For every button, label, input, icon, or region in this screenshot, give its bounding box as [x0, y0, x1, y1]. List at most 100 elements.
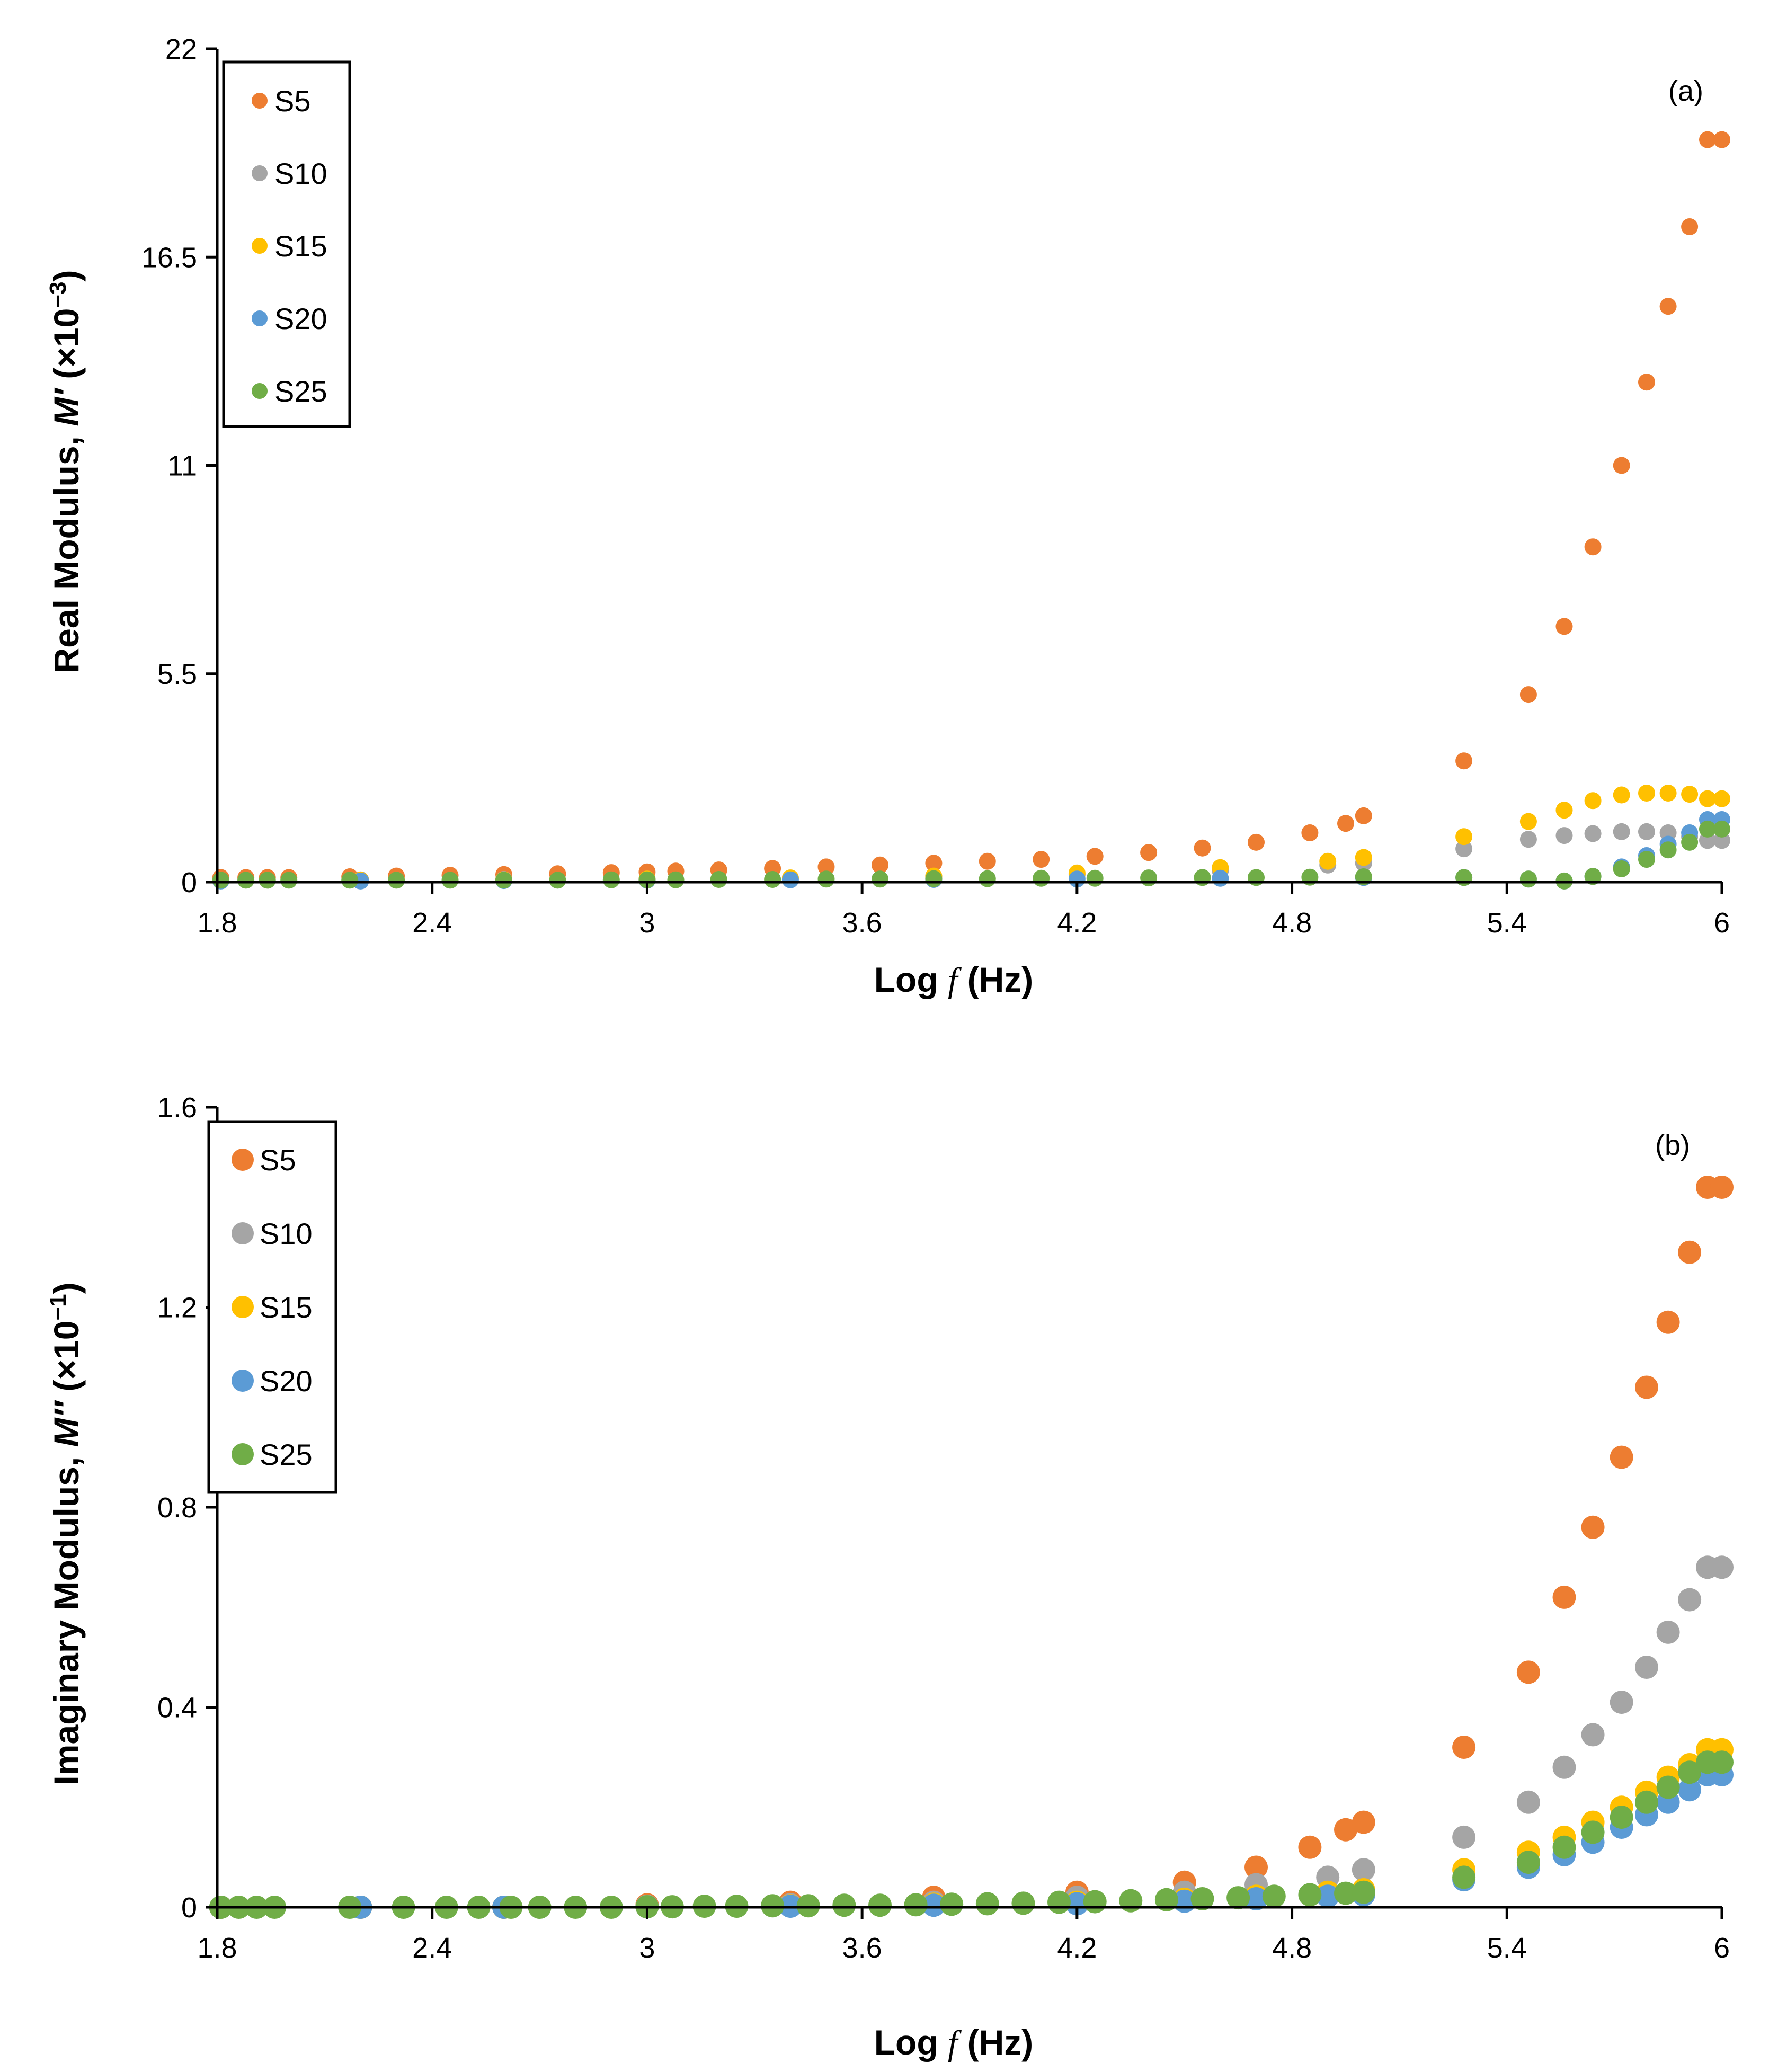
panel-a-legend: S5 S10 S15 S20 S25 — [222, 60, 351, 428]
panel-a-point-s15 — [1519, 813, 1537, 830]
panel-a-point-s25 — [1455, 869, 1473, 886]
panel-a-legend-label-s5: S5 — [274, 84, 311, 118]
panel-a-legend-box — [222, 60, 351, 428]
panel-a-x-tick-label: 1.8 — [197, 907, 237, 939]
panel-a-point-s10 — [1584, 825, 1602, 842]
panel-b-y-tick-label: 1.6 — [157, 1092, 197, 1124]
panel-a-point-s25 — [1519, 870, 1537, 888]
panel-a-point-s25 — [1659, 841, 1677, 859]
panel-b-point-s25 — [1226, 1886, 1250, 1910]
panel-a-point-s10 — [1613, 823, 1630, 840]
panel-b-point-s25 — [1083, 1890, 1107, 1914]
panel-b-point-s25 — [940, 1892, 964, 1916]
panel-a-point-s25 — [237, 872, 255, 889]
panel-b-y-tick-label: 0.8 — [157, 1492, 197, 1524]
panel-b-point-s25 — [1678, 1760, 1702, 1784]
panel-a-point-s5 — [979, 852, 996, 870]
panel-b-point-s10 — [1610, 1691, 1633, 1714]
panel-b-point-s25 — [975, 1892, 999, 1916]
panel-a-point-s5 — [1638, 374, 1655, 391]
panel-b-ylabel-close: ) — [47, 1282, 86, 1294]
panel-a-point-s5 — [1659, 298, 1677, 315]
panel-b-y-tick-label: 0 — [181, 1892, 197, 1924]
panel-b-point-s20 — [1065, 1892, 1089, 1916]
panel-a-legend-label-s10: S10 — [274, 157, 327, 190]
panel-a-point-s25 — [979, 870, 996, 887]
panel-a-point-s5 — [1519, 686, 1537, 704]
panel-a-point-s25 — [1638, 851, 1655, 868]
panel-a-legend-marker-s20 — [252, 310, 268, 326]
panel-b-x-tick-label: 1.8 — [197, 1932, 237, 1964]
panel-b-point-s25 — [1581, 1820, 1605, 1844]
panel-a-x-tick-label: 3 — [639, 907, 655, 939]
panel-b-xlabel-prefix: Log — [874, 2023, 948, 2062]
panel-b-x-tick-label: 3 — [639, 1932, 655, 1964]
panel-a-xlabel-prefix: Log — [874, 960, 948, 999]
panel-a-point-s10 — [1638, 823, 1655, 840]
panel-a-point-s5 — [1301, 824, 1319, 841]
panel-a-point-s25 — [872, 870, 888, 888]
panel-b-point-s10 — [1710, 1555, 1734, 1579]
panel-a-y-tick-label: 22 — [165, 33, 197, 65]
panel-a-point-s10 — [1519, 831, 1537, 848]
panel-a-point-s5 — [1455, 752, 1473, 770]
panel-a-point-s15 — [1584, 792, 1602, 810]
panel-b-point-s25 — [1610, 1806, 1633, 1829]
panel-a-point-s25 — [1033, 869, 1050, 887]
panel-a: 1.8 2.4 3 3.6 4.2 4.8 5.4 6 0 5.5 11 16.5 22 (a) Log… — [45, 33, 1730, 1000]
panel-a-legend-marker-s5 — [252, 93, 268, 109]
panel-b-point-s5 — [1656, 1310, 1680, 1334]
panel-a-point-s5 — [925, 855, 943, 872]
panel-a-point-s25 — [280, 872, 298, 889]
panel-b-point-s5 — [1298, 1835, 1322, 1859]
panel-a-point-s25 — [710, 871, 727, 888]
panel-a-point-s5 — [1337, 815, 1354, 832]
panel-b-point-s25 — [868, 1893, 892, 1917]
panel-a-point-s25 — [638, 871, 656, 888]
panel-a-y-tick-label: 0 — [181, 867, 197, 899]
panel-a-ylabel-suffix: (×10 — [47, 308, 86, 389]
panel-a-point-s25 — [441, 872, 459, 889]
panel-b-point-s5 — [1452, 1736, 1476, 1759]
panel-a-point-s25 — [495, 872, 512, 889]
panel-b-legend-marker-s20 — [232, 1370, 254, 1392]
panel-b-point-s25 — [904, 1893, 928, 1917]
panel-b-point-s20 — [1316, 1884, 1340, 1908]
panel-a-point-s25 — [1086, 869, 1104, 887]
panel-b-ylabel-prefix: Imaginary Modulus, — [47, 1447, 86, 1785]
panel-b-point-s25 — [1710, 1750, 1734, 1774]
panel-a-point-s25 — [212, 872, 229, 889]
panel-b-point-s25 — [1516, 1851, 1540, 1874]
panel-a-point-s25 — [925, 870, 943, 887]
panel-a-point-s15 — [1699, 790, 1716, 807]
panel-a-point-s15 — [1319, 852, 1337, 870]
panel-a-point-s5 — [1613, 457, 1630, 474]
panel-b-point-s25 — [1154, 1888, 1178, 1911]
panel-a-point-s15 — [1713, 790, 1730, 807]
panel-a-point-s15 — [1613, 786, 1630, 804]
panel-b-x-tick-label: 5.4 — [1487, 1932, 1527, 1964]
panel-a-point-s25 — [1613, 860, 1630, 877]
panel-b: 1.8 2.4 3 3.6 4.2 4.8 5.4 6 0 0.4 0.8 1.2 1.6 (b) Lo… — [45, 1092, 1734, 2062]
panel-a-ylabel-var: M′ — [47, 387, 86, 426]
panel-a-point-s25 — [667, 871, 685, 888]
panel-b-point-s25 — [1452, 1865, 1476, 1889]
panel-a-x-tick-label: 2.4 — [412, 907, 452, 939]
panel-b-point-s5 — [1334, 1818, 1357, 1842]
panel-a-point-s5 — [1355, 807, 1372, 824]
panel-b-point-s5 — [1635, 1375, 1658, 1399]
panel-b-point-s20 — [922, 1893, 946, 1917]
panel-a-point-s25 — [1681, 833, 1699, 851]
panel-a-point-s25 — [1140, 869, 1158, 887]
panel-a-point-s5 — [1194, 839, 1211, 857]
panel-a-point-s10 — [1555, 827, 1573, 844]
panel-b-point-s10 — [1552, 1755, 1576, 1779]
panel-a-point-s25 — [549, 872, 566, 889]
panel-a-x-tick-label: 4.2 — [1057, 907, 1097, 939]
panel-a-legend-marker-s10 — [252, 165, 268, 181]
panel-a-point-s5 — [1584, 538, 1602, 556]
panel-b-x-tick-label: 4.8 — [1272, 1932, 1312, 1964]
panel-a-point-s25 — [602, 871, 620, 888]
panel-a-point-s10 — [1455, 840, 1473, 858]
